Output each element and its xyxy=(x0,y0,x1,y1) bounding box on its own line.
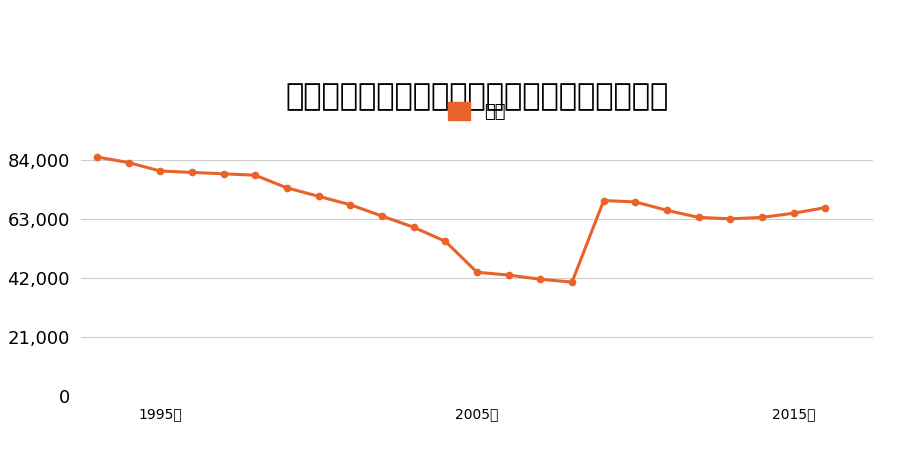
Title: 愛知県瀬戸市三沢町１丁目４０４番の地価推移: 愛知県瀬戸市三沢町１丁目４０４番の地価推移 xyxy=(285,82,669,111)
Legend: 価格: 価格 xyxy=(441,94,513,128)
